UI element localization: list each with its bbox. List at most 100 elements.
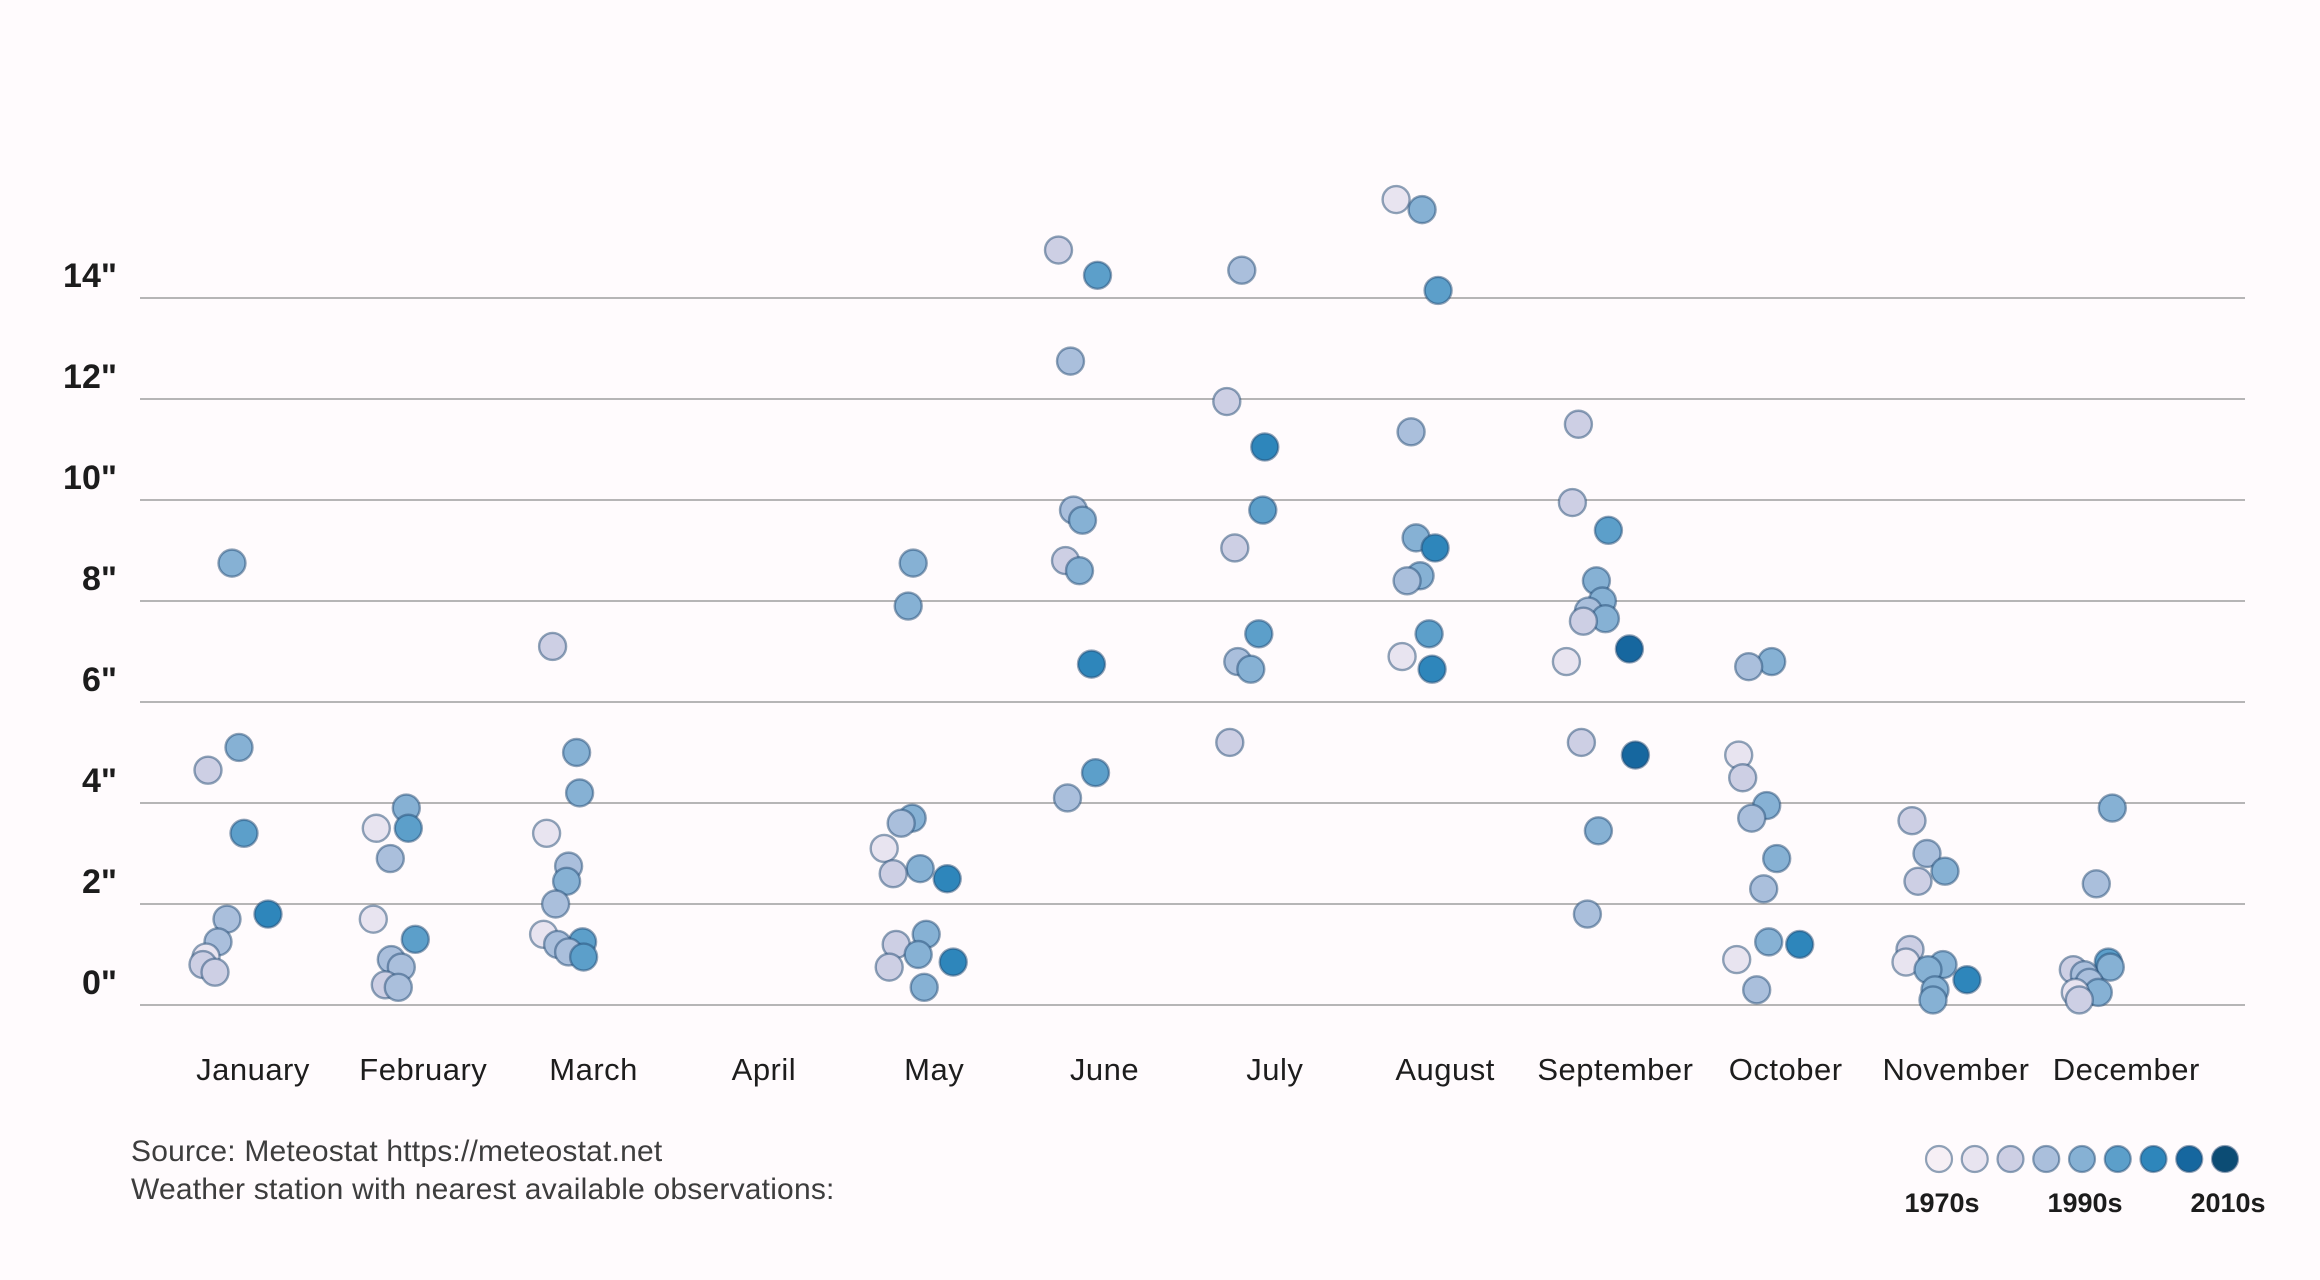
data-point <box>2081 869 2112 899</box>
data-point <box>1387 641 1417 672</box>
data-point <box>1396 417 1426 447</box>
data-point <box>1784 929 1815 960</box>
data-point <box>893 591 923 621</box>
data-point <box>1568 606 1599 636</box>
data-point <box>1414 619 1444 649</box>
data-point <box>1620 740 1651 770</box>
legend-swatch <box>2067 1144 2097 1174</box>
legend-decade-label: 1970s <box>1904 1188 1979 1218</box>
data-point <box>898 548 928 578</box>
data-point <box>1076 649 1107 679</box>
data-point <box>874 952 904 982</box>
source-text: Source: Meteostat https://meteostat.net <box>131 1135 663 1168</box>
data-point <box>358 904 388 934</box>
month-label: March <box>549 1052 638 1087</box>
data-point <box>1417 654 1447 684</box>
data-point <box>1423 275 1453 306</box>
data-point <box>1572 899 1603 929</box>
data-point <box>1043 235 1074 265</box>
month-label: June <box>1070 1052 1139 1087</box>
data-point <box>1736 803 1767 833</box>
y-axis-tick-label: 2" <box>82 863 117 901</box>
data-point <box>2097 793 2128 823</box>
data-point <box>1551 646 1582 677</box>
data-point <box>1420 533 1450 563</box>
legend-swatch <box>1996 1144 2025 1174</box>
data-point <box>938 947 968 977</box>
month-label: December <box>2053 1052 2200 1087</box>
data-point <box>1721 944 1752 975</box>
data-point <box>564 778 595 808</box>
data-point <box>1080 758 1111 788</box>
y-axis-tick-label: 10" <box>63 459 117 497</box>
legend-swatch <box>2175 1144 2204 1174</box>
data-point <box>909 972 939 1003</box>
data-point <box>1082 260 1113 290</box>
data-point <box>393 813 423 843</box>
data-point <box>531 818 562 848</box>
data-point <box>886 808 916 838</box>
data-point <box>905 853 935 884</box>
data-point <box>1248 495 1278 525</box>
data-point <box>1557 487 1588 518</box>
data-point <box>561 737 592 768</box>
data-point <box>1912 838 1942 869</box>
data-point <box>1566 727 1597 758</box>
data-point <box>1227 255 1257 285</box>
data-point <box>1583 816 1614 846</box>
data-point <box>1067 505 1098 535</box>
data-point <box>1761 843 1792 874</box>
legend-decade-label: 1990s <box>2047 1188 2122 1218</box>
data-point <box>361 813 391 843</box>
data-point <box>400 924 430 955</box>
data-point <box>229 818 259 848</box>
month-label: July <box>1246 1052 1303 1087</box>
month-label: May <box>904 1052 964 1087</box>
data-point <box>1952 965 1982 995</box>
data-point <box>1250 432 1280 462</box>
y-axis-tick-label: 0" <box>82 964 117 1002</box>
data-point <box>932 864 962 894</box>
y-axis-tick-label: 14" <box>63 257 117 295</box>
data-point <box>193 755 223 785</box>
data-point <box>1593 515 1624 545</box>
data-point <box>1733 651 1764 682</box>
data-point <box>1244 619 1274 649</box>
month-label: February <box>359 1052 487 1087</box>
data-point <box>1903 866 1933 896</box>
data-point <box>1052 783 1083 813</box>
month-label: August <box>1395 1052 1495 1087</box>
data-point <box>540 889 571 919</box>
data-point <box>1748 874 1779 904</box>
data-point <box>217 548 247 578</box>
y-axis-tick-label: 8" <box>82 560 117 598</box>
data-point <box>1212 386 1242 417</box>
data-point <box>1392 566 1422 596</box>
data-point <box>537 631 568 662</box>
data-point <box>1897 805 1927 836</box>
data-point <box>1236 654 1266 684</box>
chart-footer: Source: Meteostat https://meteostat.net … <box>131 1133 835 1209</box>
data-point <box>1741 975 1772 1005</box>
month-label: January <box>196 1052 310 1087</box>
data-point <box>1064 556 1095 586</box>
legend-swatch <box>2139 1144 2168 1174</box>
data-point <box>1930 856 1960 886</box>
legend-swatch <box>1924 1144 1954 1174</box>
data-point <box>375 843 405 874</box>
data-point <box>1563 409 1594 439</box>
data-point <box>1407 194 1437 225</box>
data-point <box>903 939 933 970</box>
legend-swatch <box>2210 1144 2240 1174</box>
month-label: April <box>732 1052 797 1087</box>
data-point <box>878 859 908 889</box>
legend-decade-label: 2010s <box>2190 1188 2265 1218</box>
data-point <box>1220 533 1250 563</box>
legend-swatch <box>1960 1144 1989 1174</box>
month-label: October <box>1729 1052 1843 1087</box>
data-point <box>200 957 230 987</box>
data-point <box>383 972 413 1003</box>
data-point <box>1381 184 1411 215</box>
data-point <box>2064 985 2095 1015</box>
